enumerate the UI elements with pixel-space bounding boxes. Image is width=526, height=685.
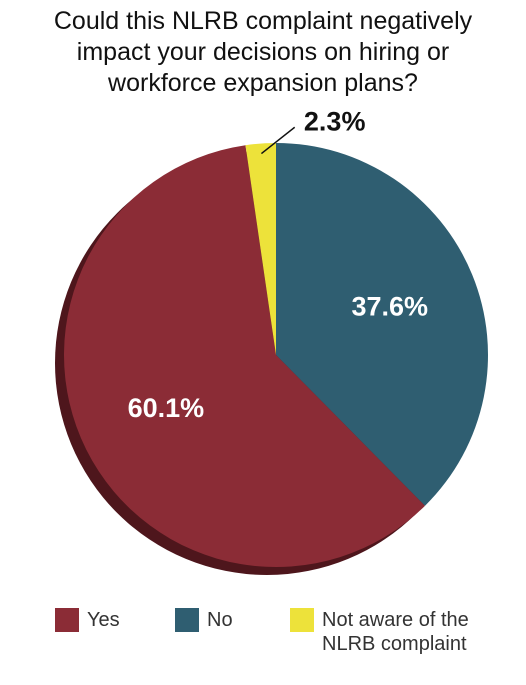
data-label: 2.3% (304, 106, 366, 136)
data-label: 60.1% (128, 393, 205, 423)
legend-item: Not aware of the NLRB complaint (290, 608, 480, 656)
legend-label: Not aware of the NLRB complaint (322, 609, 469, 655)
legend-swatch (175, 608, 199, 632)
leader-line (260, 126, 296, 155)
legend-swatch (290, 608, 314, 632)
legend-item: Yes (55, 608, 120, 632)
legend-label: No (207, 609, 233, 631)
legend-swatch (55, 608, 79, 632)
pie-slice (245, 143, 276, 355)
pie-slice (276, 143, 489, 506)
legend-label: Yes (87, 609, 120, 631)
legend-item: No (175, 608, 233, 632)
data-label: 37.6% (351, 291, 428, 321)
chart-title: Could this NLRB complaint negatively imp… (53, 7, 473, 97)
pie-slice (64, 145, 425, 567)
